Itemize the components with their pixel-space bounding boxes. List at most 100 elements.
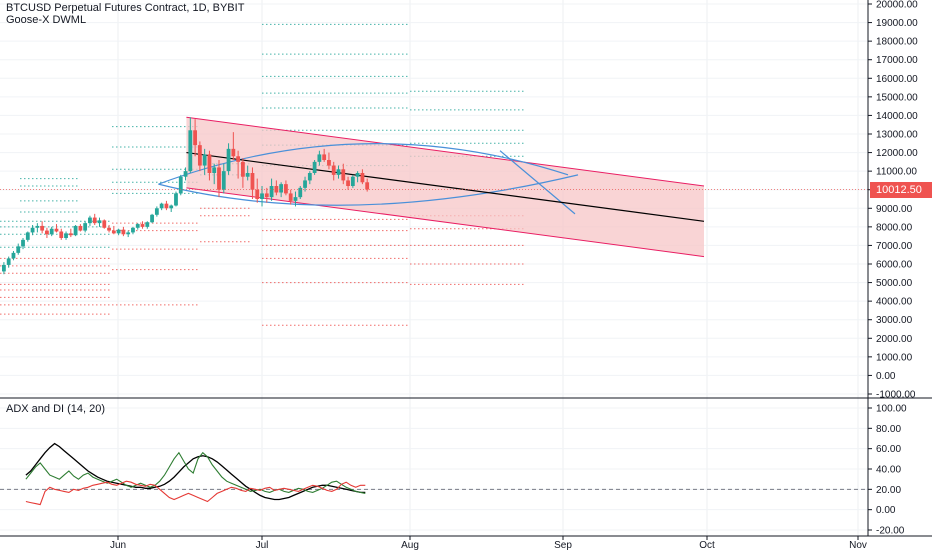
candle-body: [154, 208, 159, 215]
candle-body: [312, 161, 317, 173]
candle-body: [11, 252, 16, 259]
time-tick-label: Jul: [256, 540, 269, 550]
candle-body: [135, 224, 140, 228]
candle-body: [97, 220, 102, 224]
candle-body: [341, 169, 346, 181]
candle-body: [40, 225, 45, 231]
candle-body: [279, 184, 284, 193]
price-tick-label: 1000.00: [876, 352, 913, 363]
candle-body: [284, 184, 288, 194]
candle-body: [111, 230, 116, 234]
candle-body: [73, 225, 78, 236]
candle-body: [164, 203, 169, 209]
candle-body: [307, 173, 312, 181]
grid-lines: [0, 0, 868, 536]
price-tick-label: 4000.00: [876, 297, 913, 308]
candle-body: [92, 217, 97, 224]
price-tick-label: 8000.00: [876, 222, 913, 233]
candle-body: [116, 229, 121, 234]
candle-body: [59, 231, 64, 238]
candle-body: [293, 197, 298, 201]
time-tick-label: Sep: [554, 540, 572, 550]
candle-body: [121, 229, 126, 235]
candle-body: [231, 148, 236, 157]
candle-body: [331, 165, 336, 175]
candle-body: [365, 182, 370, 190]
candle-body: [6, 258, 11, 265]
symbol-title: BTCUSD Perpetual Futures Contract, 1D, B…: [6, 2, 245, 14]
candle-body: [322, 154, 327, 160]
candle-body: [336, 169, 341, 175]
candle-body: [150, 214, 154, 223]
candle-body: [250, 173, 255, 190]
candle-body: [64, 233, 68, 238]
indicator-tick-label: 40.00: [876, 465, 901, 476]
candle-body: [236, 156, 241, 162]
price-tick-label: 6000.00: [876, 260, 913, 271]
time-tick-label: Aug: [401, 540, 419, 550]
candle-body: [159, 203, 164, 209]
time-axis: Jun Jul Aug Sep Oct Nov: [110, 536, 867, 550]
indicator-label-dwml: Goose-X DWML: [6, 14, 87, 26]
price-tick-label: 5000.00: [876, 278, 913, 289]
channel-upper-line: [186, 116, 705, 187]
price-tick-label: 17000.00: [876, 55, 918, 66]
last-price-badge: 10012.50: [870, 182, 932, 198]
candle-body: [346, 180, 350, 186]
candle-body: [260, 193, 264, 199]
candle-body: [327, 160, 331, 166]
candle-body: [241, 161, 245, 177]
time-tick-label: Oct: [699, 540, 715, 550]
candle-body: [131, 227, 135, 233]
candle-body: [288, 193, 293, 201]
indicator-tick-label: 0.00: [876, 505, 896, 516]
candle-body: [303, 180, 307, 188]
candle-body: [197, 145, 202, 166]
indicator-label-adx: ADX and DI (14, 20): [6, 403, 106, 415]
candle-body: [183, 171, 188, 177]
indicator-tick-label: 100.00: [876, 404, 907, 415]
candle-body: [226, 148, 231, 172]
candle-body: [207, 154, 212, 173]
candle-body: [264, 193, 269, 198]
candle-body: [202, 154, 207, 166]
time-tick-label: Jun: [110, 540, 126, 550]
candle-body: [35, 225, 40, 228]
candle-body: [317, 154, 322, 162]
price-tick-label: 7000.00: [876, 241, 913, 252]
price-tick-label: 9000.00: [876, 204, 913, 215]
indicator-tick-label: -20.00: [876, 526, 905, 537]
price-tick-label: 16000.00: [876, 74, 918, 85]
price-axis: -1000.00 0.00 1000.00 2000.00 3000.00 4000.00…: [868, 0, 918, 401]
price-tick-label: 0.00: [876, 371, 896, 382]
candle-body: [169, 205, 174, 209]
price-tick-label: 15000.00: [876, 92, 918, 103]
price-tick-label: 20000.00: [876, 0, 918, 11]
time-tick-label: Nov: [849, 540, 867, 550]
candle-body: [217, 167, 221, 190]
candle-body: [188, 130, 193, 172]
candle-body: [21, 239, 25, 247]
price-tick-label: 13000.00: [876, 130, 918, 141]
regression-line: [186, 151, 705, 222]
price-tick-label: 14000.00: [876, 111, 918, 122]
candle-body: [255, 189, 260, 199]
candle-body: [45, 230, 49, 235]
candle-body: [174, 193, 178, 206]
candle-body: [126, 232, 131, 235]
price-tick-label: 19000.00: [876, 18, 918, 29]
candle-body: [245, 173, 250, 177]
candle-body: [355, 173, 360, 177]
candle-body: [212, 167, 217, 173]
candle-body: [88, 217, 92, 224]
ellipse-upper-arc: [158, 143, 569, 185]
candle-body: [16, 246, 21, 253]
candle-body: [107, 227, 111, 231]
price-tick-label: 11000.00: [876, 167, 917, 178]
price-tick-label: -1000.00: [876, 390, 916, 401]
ellipse-lower-arc: [158, 174, 579, 206]
candle-body: [68, 233, 73, 236]
candle-body: [2, 264, 6, 272]
series-adx: [25, 442, 366, 501]
